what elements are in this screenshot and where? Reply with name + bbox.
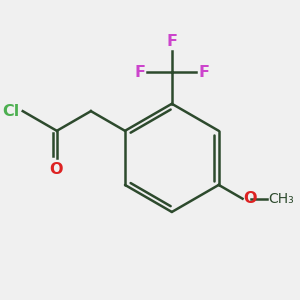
Text: CH₃: CH₃ [268,192,294,206]
Text: F: F [134,65,145,80]
Text: O: O [49,162,63,177]
Text: O: O [244,191,257,206]
Text: F: F [166,34,177,49]
Text: F: F [198,65,209,80]
Text: Cl: Cl [3,103,20,118]
